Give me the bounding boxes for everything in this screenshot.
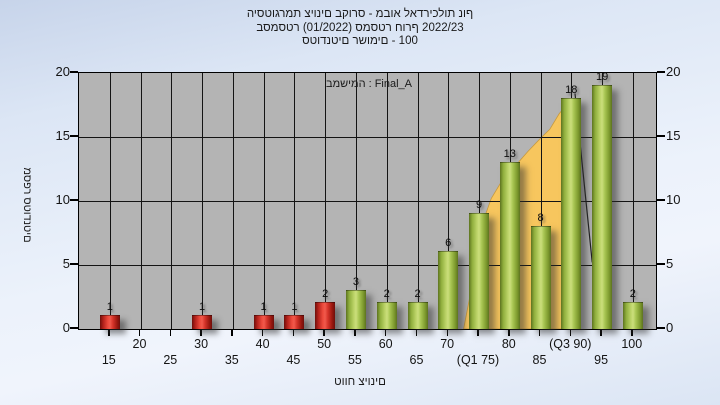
x-tick-label: 85 — [532, 353, 547, 367]
x-axis-tick — [600, 329, 602, 336]
y-tick-label-right: 0 — [666, 320, 674, 335]
x-axis-tick — [631, 329, 633, 336]
bar-grade-85 — [530, 225, 551, 329]
x-tick-label: 30 — [194, 337, 209, 351]
bar-grade-75 — [469, 212, 489, 329]
x-axis-tick — [538, 329, 541, 336]
x-tick-label: 45 — [286, 353, 301, 367]
x-axis-tick — [261, 329, 264, 336]
x-tick-label: 60 — [378, 337, 393, 351]
x-tick-label: 35 — [224, 353, 239, 367]
x-axis-tick — [292, 329, 295, 336]
bar-grade-15 — [99, 315, 120, 329]
x-axis-tick — [477, 329, 479, 336]
chart-title-line-2: בסמסטר (01/2022) סמסטר חורף 2022/23 — [256, 21, 464, 34]
chart-title: היסטוגרמת ציונים בקורס - מבוא לאדריכלות … — [0, 8, 720, 49]
grid-line-horizontal — [79, 201, 656, 202]
bar-grade-65 — [407, 302, 428, 329]
x-tick-label: 70 — [440, 337, 455, 351]
chart-title-line-1: היסטוגרמת ציונים בקורס - מבוא לאדריכלות … — [246, 8, 474, 20]
bar-value-label: 1 — [106, 301, 113, 314]
x-axis-tick — [200, 329, 202, 336]
x-axis-tick — [384, 329, 387, 336]
bar-value-label: 1 — [260, 301, 267, 314]
x-tick-label: 40 — [255, 337, 270, 351]
bar-value-label: 3 — [352, 275, 359, 288]
bar-grade-55 — [345, 289, 366, 329]
y-tick-label-left: 0 — [62, 320, 70, 335]
bar-value-label: 2 — [414, 288, 421, 301]
bar-value-label: 2 — [383, 288, 390, 301]
x-tick-label: 20 — [132, 337, 147, 351]
bar-value-label: 2 — [322, 288, 329, 301]
y-axis-tick-right — [656, 199, 665, 201]
bar-value-label: 8 — [537, 211, 544, 224]
legend-label: במשימה : Final_A — [325, 78, 413, 90]
chart-title-line-3: סטודנטים רשומים - 100 — [302, 35, 418, 47]
x-axis-tick — [446, 329, 448, 336]
bar-grade-70 — [438, 251, 459, 329]
y-tick-label-left: 10 — [55, 192, 70, 207]
bar-grade-90 — [561, 97, 582, 329]
y-axis-tick-left — [70, 135, 78, 137]
y-axis-tick-right — [656, 263, 665, 265]
bar-grade-30 — [192, 315, 213, 329]
x-axis-tick — [169, 329, 172, 336]
x-tick-label: 25 — [163, 353, 178, 367]
x-axis-tick — [508, 329, 510, 336]
bar-grade-60 — [376, 302, 397, 329]
bar-value-label: 18 — [565, 83, 578, 96]
y-tick-label-left: 15 — [55, 128, 70, 143]
x-axis-tick — [231, 329, 233, 336]
y-axis-title: מספר סטודנטים — [21, 167, 33, 243]
bar-value-label: 6 — [445, 237, 452, 250]
x-tick-label: 100 — [621, 337, 643, 351]
x-axis-tick — [569, 329, 572, 336]
bar-grade-45 — [284, 315, 305, 329]
y-tick-label-left: 5 — [62, 256, 70, 271]
bar-value-label: 9 — [475, 198, 483, 211]
x-tick-label: 50 — [317, 337, 332, 351]
y-tick-label-right: 20 — [666, 64, 681, 79]
x-tick-label: 55 — [347, 353, 362, 367]
y-axis-tick-left — [70, 327, 78, 329]
bar-grade-95 — [592, 84, 613, 329]
y-tick-label-right: 15 — [666, 128, 681, 143]
grid-line-horizontal — [79, 137, 656, 138]
grid-line-horizontal — [79, 265, 656, 266]
x-tick-label: 80 — [501, 337, 516, 351]
x-tick-label: 65 — [409, 353, 424, 367]
bar-grade-40 — [253, 315, 274, 329]
x-tick-label: 15 — [101, 353, 116, 367]
x-tick-label: (Q1 75) — [456, 353, 500, 367]
bar-grade-100 — [622, 302, 643, 329]
x-axis-tick — [323, 329, 325, 336]
bar-grade-50 — [315, 302, 336, 329]
y-axis-tick-left — [70, 199, 78, 201]
y-tick-label-right: 5 — [666, 256, 674, 271]
x-axis-title: טווח ציונים — [334, 376, 386, 388]
y-axis-tick-right — [656, 327, 665, 329]
y-tick-label-left: 20 — [55, 64, 70, 79]
x-axis-tick — [415, 329, 418, 336]
y-axis-tick-left — [70, 263, 78, 265]
x-tick-label: (Q3 90) — [549, 337, 592, 351]
bar-value-label: 2 — [629, 288, 636, 301]
bar-value-label: 19 — [595, 70, 609, 83]
y-axis-tick-left — [70, 71, 78, 73]
x-axis-tick — [354, 329, 356, 336]
plot-area: במשימה : Final_A 1 1 1 1 2 3 2 2 6 9 13 8 18 19 2 — [78, 70, 657, 330]
bar-value-label: 1 — [291, 301, 298, 314]
x-axis-tick — [138, 329, 141, 336]
y-tick-label-right: 10 — [666, 192, 681, 207]
bar-value-label: 1 — [199, 301, 206, 314]
y-axis-tick-right — [656, 135, 665, 137]
bar-value-label: 13 — [503, 147, 516, 160]
y-axis-tick-right — [656, 71, 665, 73]
x-tick-label: 95 — [594, 353, 609, 367]
bar-grade-80 — [499, 161, 520, 329]
x-axis-tick — [108, 329, 110, 336]
